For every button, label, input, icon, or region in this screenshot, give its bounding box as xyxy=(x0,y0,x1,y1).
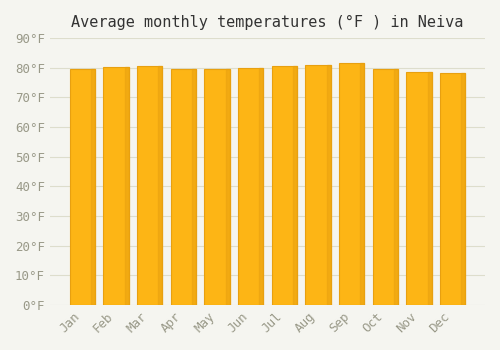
Bar xyxy=(306,64,330,305)
Bar xyxy=(372,69,398,305)
Bar xyxy=(158,66,162,305)
Bar xyxy=(293,66,297,305)
Bar xyxy=(137,66,162,305)
Bar xyxy=(327,64,330,305)
Bar xyxy=(406,72,432,305)
Bar xyxy=(91,69,95,305)
Bar xyxy=(226,69,230,305)
Bar xyxy=(428,72,432,305)
Bar xyxy=(272,66,297,305)
Bar xyxy=(192,69,196,305)
Bar xyxy=(462,72,465,305)
Title: Average monthly temperatures (°F ) in Neiva: Average monthly temperatures (°F ) in Ne… xyxy=(71,15,464,30)
Bar xyxy=(394,69,398,305)
Bar xyxy=(238,68,263,305)
Bar xyxy=(170,69,196,305)
Bar xyxy=(70,69,95,305)
Bar xyxy=(360,63,364,305)
Bar xyxy=(104,66,128,305)
Bar xyxy=(339,63,364,305)
Bar xyxy=(440,72,465,305)
Bar xyxy=(204,69,230,305)
Bar xyxy=(260,68,263,305)
Bar xyxy=(125,66,128,305)
